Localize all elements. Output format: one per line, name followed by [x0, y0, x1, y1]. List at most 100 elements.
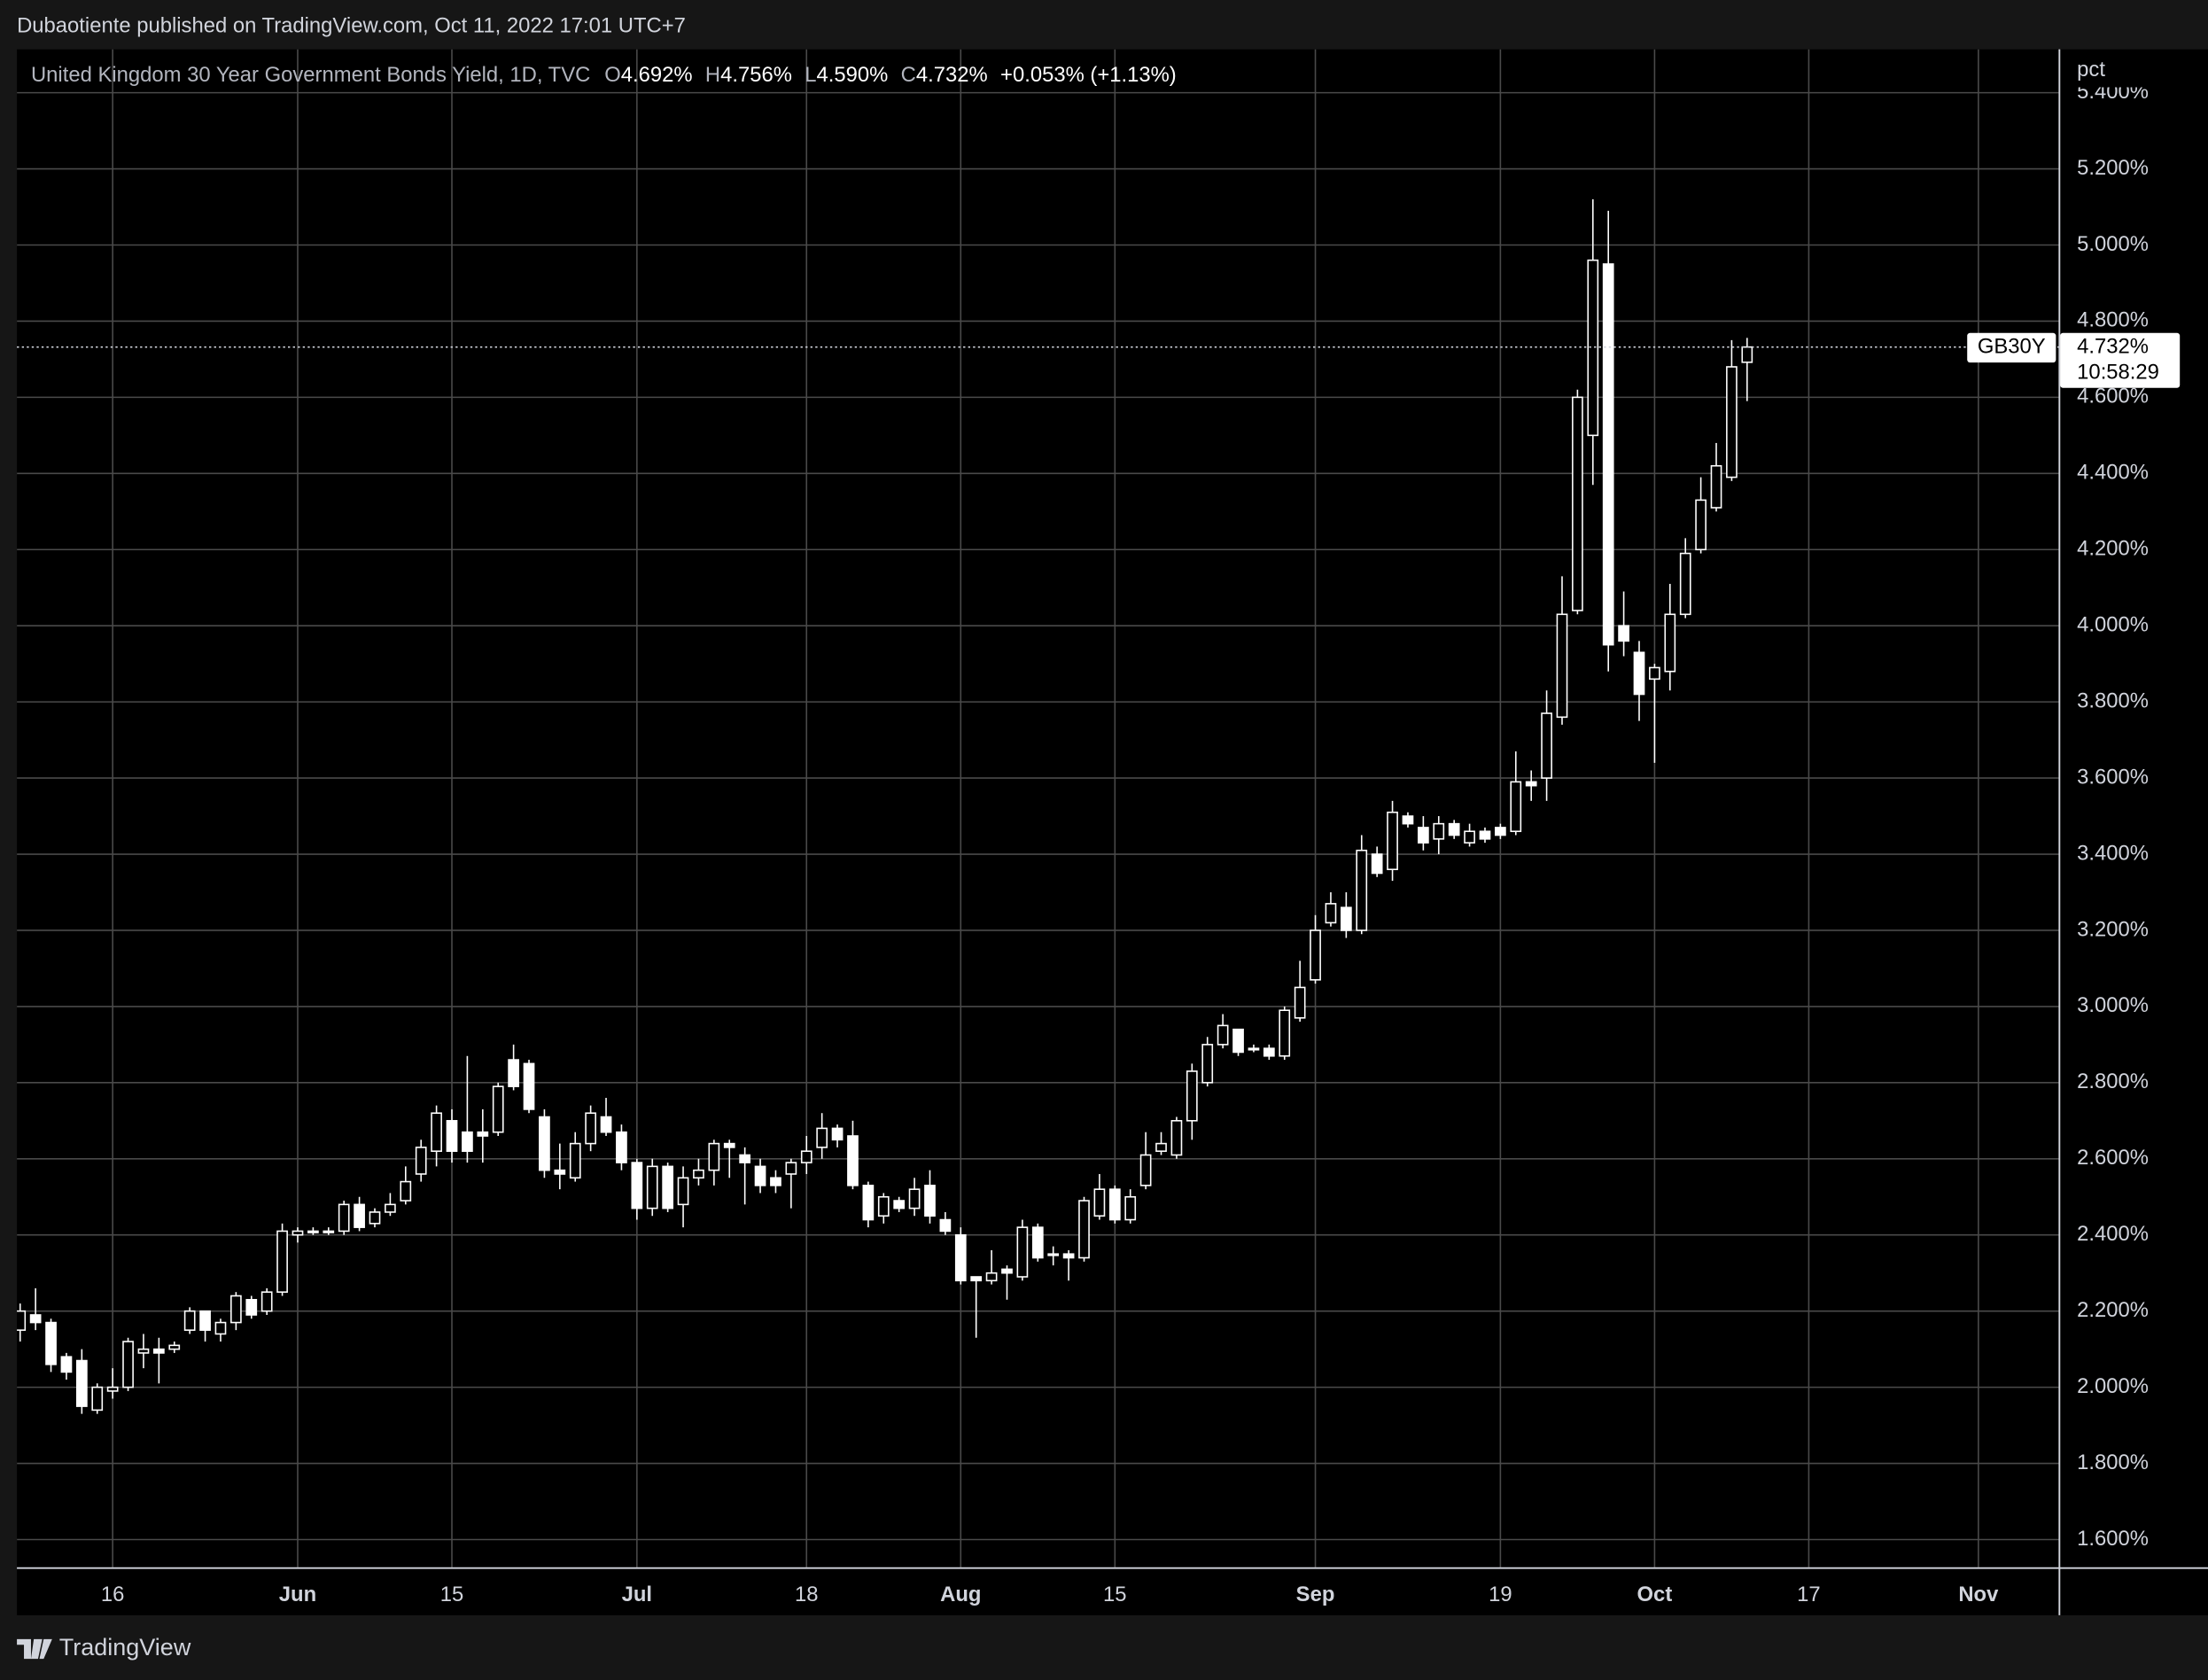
candle-body [354, 1203, 365, 1228]
y-tick-label: 4.400% [2077, 461, 2149, 485]
candle-body [400, 1180, 412, 1202]
candle-body [245, 1298, 258, 1316]
candle-body [1031, 1226, 1044, 1259]
x-tick-label: Jul [622, 1583, 652, 1606]
candle-body [106, 1386, 119, 1392]
candle-body [1556, 613, 1568, 719]
candle-body [1525, 781, 1537, 787]
candle-body [662, 1165, 674, 1209]
candle-body [1649, 666, 1660, 681]
candle-body [1602, 263, 1614, 646]
candle-body [1371, 853, 1383, 875]
legend-value: 4.590% [817, 63, 889, 87]
legend-key: C [901, 63, 916, 87]
grid [17, 49, 2059, 1567]
candle-body [1139, 1154, 1152, 1186]
candle-body [1001, 1268, 1013, 1274]
x-tick-label: 17 [1797, 1583, 1821, 1606]
symbol-tag-box [1967, 332, 2056, 363]
price-tag: GB30Y 4.732%10:58:29 [17, 332, 2181, 388]
candle-body [446, 1120, 458, 1152]
candle-body [1387, 811, 1398, 871]
x-tick-label: Jun [279, 1583, 316, 1606]
y-tick-label: 4.600% [2077, 385, 2149, 408]
candle-body [539, 1116, 550, 1171]
candle-body [600, 1116, 612, 1133]
candle-body [91, 1386, 104, 1412]
candles [17, 198, 1753, 1414]
legend-value: 4.756% [720, 63, 792, 87]
candle-body [1170, 1120, 1183, 1156]
candle-body [1263, 1047, 1275, 1057]
candle-body [1510, 781, 1522, 833]
candle-body [1108, 1188, 1121, 1221]
candle-body [1279, 1009, 1291, 1057]
legend-value: 4.692% [621, 63, 693, 87]
candle-body [1325, 903, 1337, 924]
candle-body [415, 1147, 427, 1175]
candle-body [260, 1291, 273, 1312]
candle-body [1418, 827, 1429, 844]
candle-body [1340, 906, 1352, 931]
candle-body [708, 1142, 720, 1171]
y-tick-label: 3.800% [2077, 688, 2149, 712]
candle-body [1186, 1070, 1198, 1122]
candle-body [214, 1321, 227, 1335]
y-tick-label: 4.200% [2077, 537, 2149, 561]
candle-body [1310, 929, 1321, 981]
candle-body [323, 1230, 335, 1233]
legend-key: L [805, 63, 816, 87]
candle-body [800, 1150, 812, 1163]
logo-mark [17, 1638, 52, 1660]
candle-body [985, 1272, 998, 1282]
candle-body [369, 1211, 381, 1225]
candle-body [862, 1185, 875, 1221]
candle-body [338, 1203, 350, 1233]
y-axis: 1.600% 1.800% 2.000% 2.200% 2.400% 2.600% 2.80… [2077, 80, 2149, 1551]
candle-body [1448, 822, 1460, 836]
candle-body [723, 1142, 735, 1148]
x-tick-label: Aug [940, 1583, 981, 1606]
y-tick-label: 2.000% [2077, 1374, 2149, 1398]
candle-body [1356, 849, 1368, 931]
candle-body [1695, 499, 1707, 551]
candle-body [29, 1314, 42, 1324]
candle-body [230, 1295, 242, 1324]
candle-body [75, 1359, 88, 1407]
ohlc-legend: United Kingdom 30 Year Government Bonds … [31, 63, 1177, 87]
candle-body [1464, 830, 1475, 844]
y-tick-label: 2.400% [2077, 1222, 2149, 1246]
candle-body [1433, 822, 1445, 840]
candle-body [631, 1162, 643, 1209]
candle-body [1124, 1195, 1137, 1221]
candle-body [1402, 815, 1414, 825]
candle-body [1664, 613, 1676, 673]
countdown-tag: 10:58:29 [2077, 360, 2159, 384]
candle-body [924, 1185, 936, 1217]
symbol-tag: GB30Y [1978, 335, 2046, 359]
y-tick-label: 5.400% [2077, 80, 2149, 104]
candle-body [569, 1142, 581, 1179]
y-unit: pct [2077, 58, 2105, 82]
footer-logo: TradingView [17, 1634, 191, 1661]
candle-body [1155, 1142, 1167, 1152]
x-tick-label: 19 [1489, 1583, 1512, 1606]
candle-body [1479, 830, 1491, 840]
x-tick-label: 16 [101, 1583, 125, 1606]
y-tick-label: 1.800% [2077, 1451, 2149, 1474]
candle-body [677, 1177, 689, 1206]
candle-body [1294, 986, 1306, 1019]
y-tick-label: 5.000% [2077, 232, 2149, 256]
candle-body [585, 1112, 596, 1145]
candle-body [908, 1188, 921, 1209]
y-tick-label: 4.800% [2077, 308, 2149, 332]
legend-value: 4.732% [916, 63, 988, 87]
candle-body [1248, 1047, 1260, 1051]
y-tick-label: 2.200% [2077, 1298, 2149, 1322]
x-tick-label: Sep [1296, 1583, 1335, 1606]
y-tick-label: 3.000% [2077, 993, 2149, 1017]
candle-body [508, 1059, 519, 1087]
candle-body [276, 1230, 288, 1293]
x-axis: 16 Jun 15 Jul 18 Aug 15 Sep 19 Oct 17 Nov [101, 1583, 1999, 1606]
legend-key: H [705, 63, 720, 87]
